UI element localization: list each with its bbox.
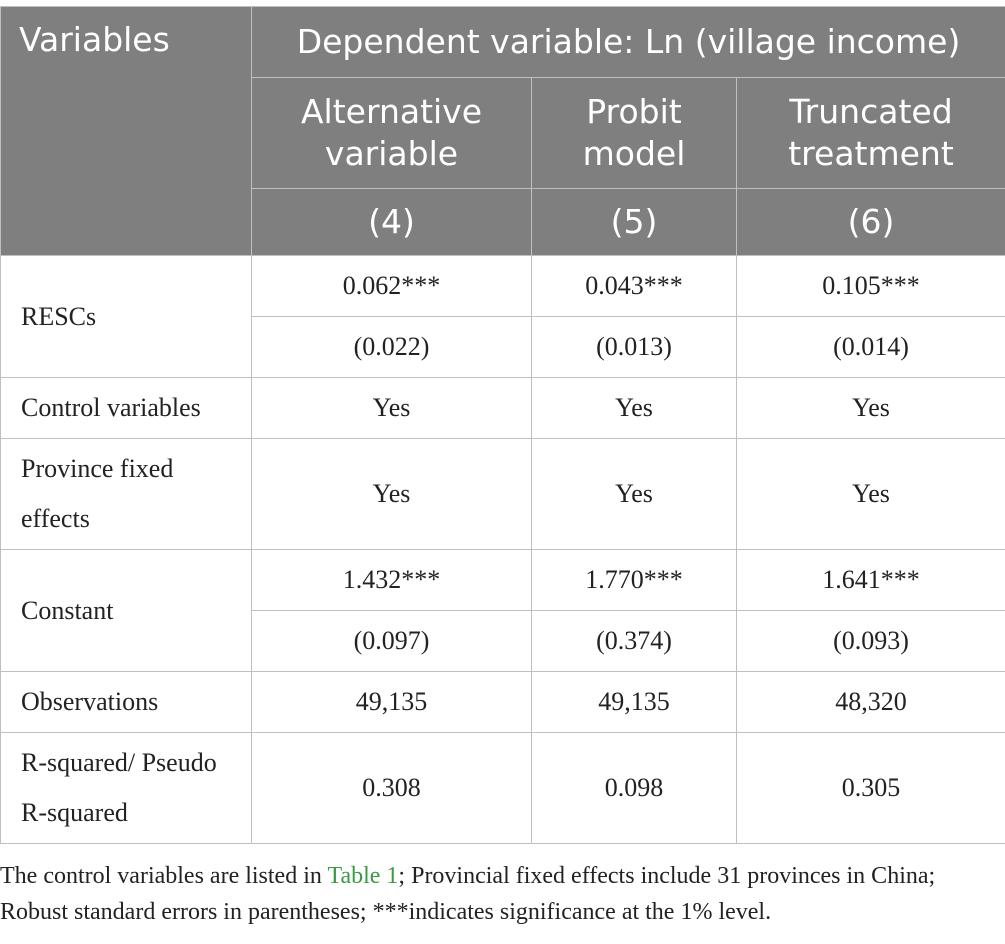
rescs-coef-6: 0.105***	[735, 255, 1005, 317]
table-row-rescs-se: (0.022) (0.013) (0.014)	[1, 316, 1005, 378]
constant-coef-4: 1.432***	[251, 549, 532, 611]
province-fe-4: Yes	[251, 438, 532, 550]
r-squared-6: 0.305	[735, 732, 1005, 844]
observations-6: 48,320	[735, 671, 1005, 733]
r-squared-4: 0.308	[251, 732, 532, 844]
table-1-link[interactable]: Table 1	[327, 863, 399, 889]
table-footnote: The control variables are listed in Tabl…	[0, 858, 1000, 930]
table-row-observations: Observations 49,135 49,135 48,320	[0, 671, 1005, 733]
row-label-controls: Control variables	[0, 377, 252, 439]
constant-se-4: (0.097)	[251, 610, 532, 672]
table-body: RESCs 0.062*** 0.043*** 0.105*** (0.022)…	[0, 255, 1005, 844]
table-header: Variables Dependent variable: Ln (villag…	[0, 6, 1005, 256]
dependent-variable-header: Dependent variable: Ln (village income)	[250, 6, 1005, 78]
column-header-alternative: Alternative variable	[251, 77, 532, 189]
constant-se-6: (0.093)	[735, 610, 1005, 672]
column-header-probit: Probit model	[531, 77, 737, 189]
rescs-coef-4: 0.062***	[251, 255, 532, 317]
footnote-text-start: The control variables are listed in	[0, 863, 328, 889]
row-label-observations: Observations	[0, 671, 252, 733]
column-number-5: (5)	[531, 188, 737, 256]
province-fe-6: Yes	[735, 438, 1005, 550]
row-label-r-squared: R-squared/ Pseudo R-squared	[0, 732, 252, 844]
row-label-rescs: RESCs	[0, 255, 252, 378]
observations-5: 49,135	[531, 671, 737, 733]
rescs-se-4: (0.022)	[251, 316, 532, 378]
constant-se-5: (0.374)	[531, 610, 737, 672]
controls-5: Yes	[531, 377, 737, 439]
r-squared-5: 0.098	[531, 732, 737, 844]
province-fe-5: Yes	[531, 438, 737, 550]
rescs-coef-5: 0.043***	[531, 255, 737, 317]
table-row-rescs-coef: RESCs 0.062*** 0.043*** 0.105***	[0, 255, 1005, 378]
regression-table: Variables Dependent variable: Ln (villag…	[0, 6, 1005, 844]
rescs-se-5: (0.013)	[531, 316, 737, 378]
table-row-province-fe: Province fixed effects Yes Yes Yes	[0, 438, 1005, 550]
controls-4: Yes	[251, 377, 532, 439]
row-label-province-fe: Province fixed effects	[0, 438, 252, 550]
column-number-4: (4)	[251, 188, 532, 256]
table-row-controls: Control variables Yes Yes Yes	[0, 377, 1005, 439]
row-label-constant: Constant	[0, 549, 252, 672]
rescs-se-6: (0.014)	[735, 316, 1005, 378]
variables-header: Variables	[0, 6, 252, 256]
observations-4: 49,135	[251, 671, 532, 733]
constant-coef-6: 1.641***	[735, 549, 1005, 611]
table-row-constant-coef: Constant 1.432*** 1.770*** 1.641***	[0, 549, 1005, 672]
footnote-text-end: ; Provincial fixed effects include 31 pr…	[0, 863, 936, 925]
controls-6: Yes	[735, 377, 1005, 439]
table-row-r-squared: R-squared/ Pseudo R-squared 0.308 0.098 …	[0, 732, 1005, 844]
column-header-truncated: Truncated treatment	[735, 77, 1005, 189]
constant-coef-5: 1.770***	[531, 549, 737, 611]
column-number-6: (6)	[735, 188, 1005, 256]
